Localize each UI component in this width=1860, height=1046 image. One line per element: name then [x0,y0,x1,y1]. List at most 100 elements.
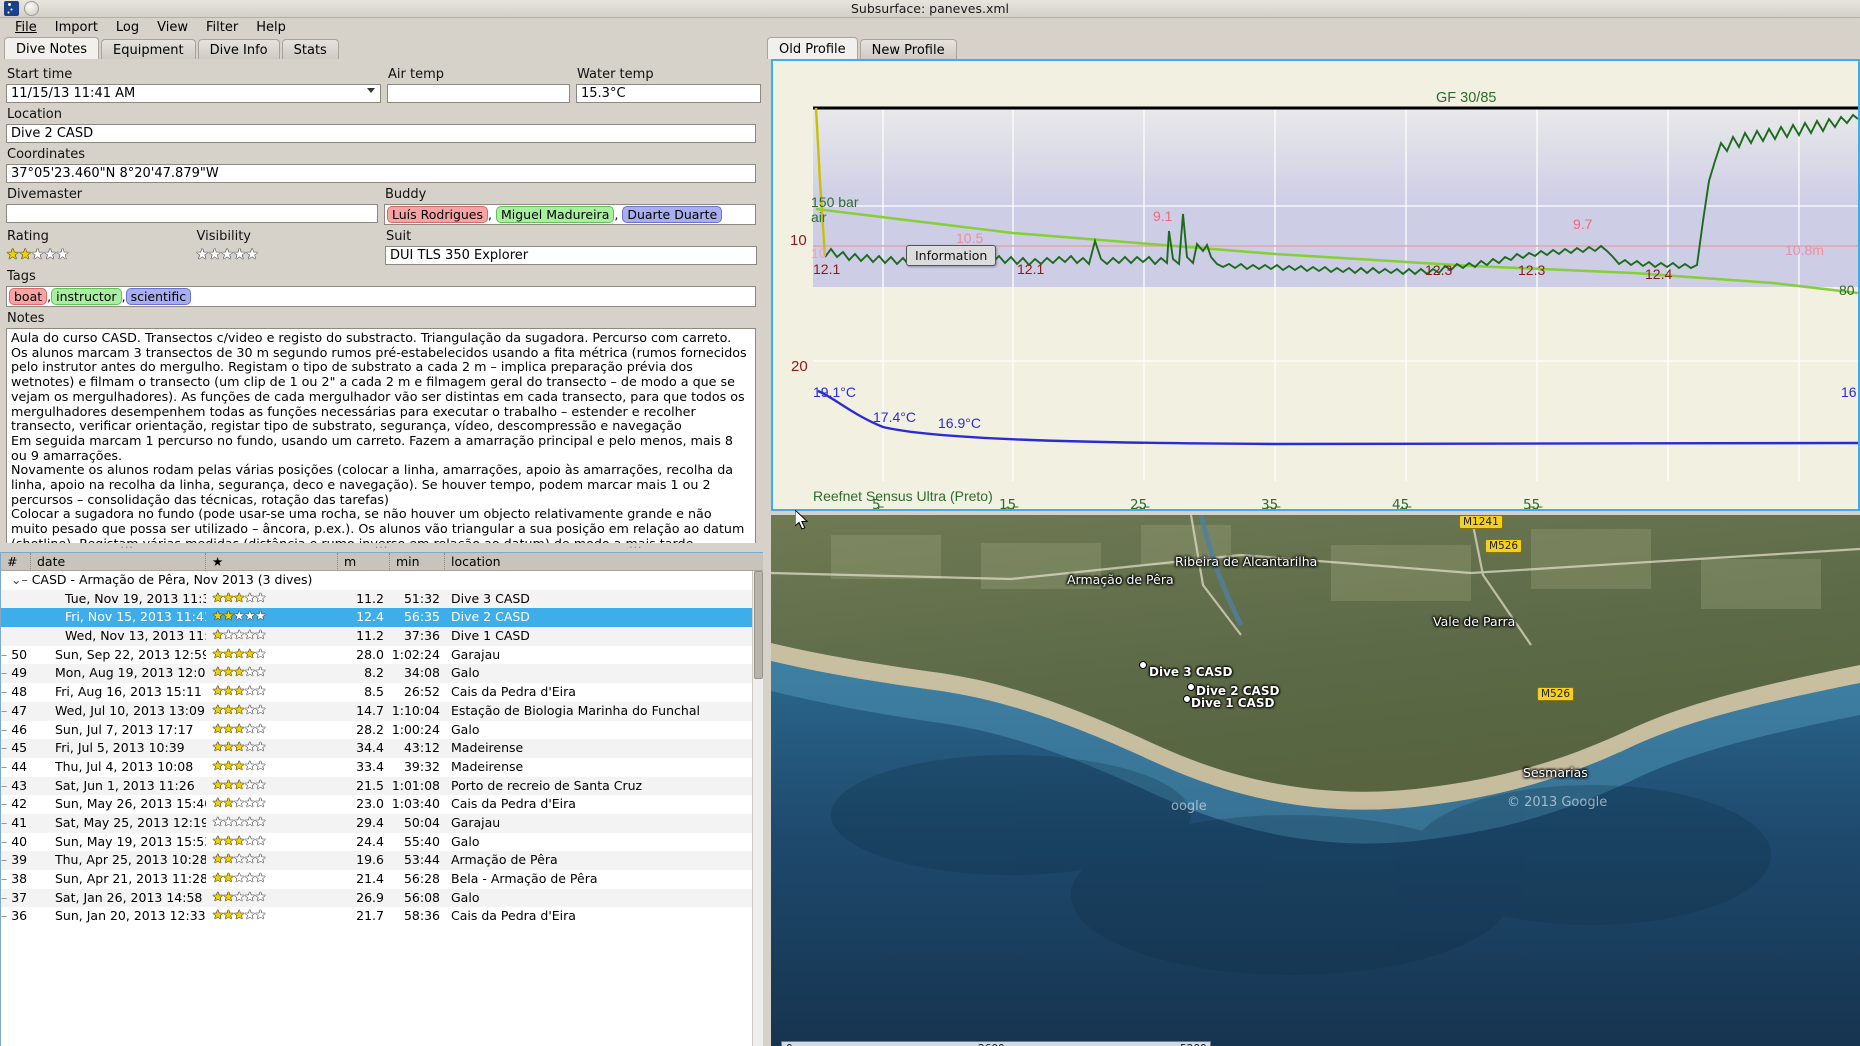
star-icon[interactable]: ★ [233,758,245,774]
information-tooltip[interactable]: Information [906,245,997,266]
buddy-chip[interactable]: Miguel Madureira [495,206,615,223]
table-row[interactable]: – 45 Fri, Jul 5, 2013 10:39 ★★★★★ 34.4 43:12… [1,739,763,758]
table-row[interactable]: – 47 Wed, Jul 10, 2013 13:09 ★★★★★ 14.7 1:10… [1,701,763,721]
tab-new-profile[interactable]: New Profile [859,39,957,59]
menu-import[interactable]: Import [46,19,107,36]
buddy-chip[interactable]: Duarte Duarte [622,206,723,223]
star-icon[interactable]: ★ [222,609,235,625]
star-icon[interactable]: ★ [222,665,235,681]
star-icon[interactable]: ★ [222,702,235,718]
star-icon[interactable]: ★ [233,889,245,905]
table-row[interactable]: – 50 Sun, Sep 22, 2013 12:59 ★★★★★ 28.0 1:02… [1,645,763,665]
menu-view[interactable]: View [148,19,197,36]
star-icon[interactable]: ★ [243,796,256,812]
star-icon[interactable]: ★ [222,871,235,886]
notes-textarea[interactable]: Aula do curso CASD. Transectos c/video e… [6,328,756,552]
star-icon[interactable]: ★ [233,852,245,868]
chevron-down-icon[interactable] [367,88,375,93]
buddy-input[interactable]: Luís Rodrigues, Miguel Madureira, Duarte… [384,204,756,225]
star-icon[interactable]: ★ [212,871,224,886]
star-icon[interactable]: ★ [222,740,235,756]
star-icon[interactable]: ★ [212,628,224,644]
dive-profile-chart[interactable]: GF 30/85 150 bar air 10 20 10 10.5 9.1 9… [771,59,1860,511]
cell-rating[interactable]: ★★★★★ [206,664,338,683]
suit-input[interactable]: DUI TLS 350 Explorer [385,246,757,265]
cell-rating[interactable]: ★★★★★ [206,814,338,833]
star-icon[interactable]: ★ [254,702,267,718]
water-temp-input[interactable]: 15.3°C [576,84,761,103]
star-icon[interactable]: ★ [243,702,256,718]
star-icon[interactable]: ★ [254,684,267,700]
star-icon[interactable]: ★ [254,871,267,886]
star-icon[interactable]: ★ [254,721,267,737]
star-icon[interactable]: ★ [233,609,245,625]
tab-dive-notes[interactable]: Dive Notes [4,37,99,59]
map-dive-marker-1[interactable]: Dive 1 CASD [1191,696,1275,710]
star-icon[interactable]: ★ [212,646,224,662]
star-icon[interactable]: ★ [243,684,256,700]
table-row[interactable]: – 42 Sun, May 26, 2013 15:40 ★★★★★ 23.0 1:03… [1,795,763,814]
star-icon[interactable]: ★ [254,590,267,606]
table-row[interactable]: – 44 Thu, Jul 4, 2013 10:08 ★★★★★ 33.4 39:32… [1,757,763,777]
cell-rating[interactable]: ★★★★★ [206,795,338,814]
table-row[interactable]: – 38 Sun, Apr 21, 2013 11:28 ★★★★★ 21.4 56:2… [1,870,763,889]
air-temp-input[interactable] [387,84,570,103]
table-row[interactable]: – 40 Sun, May 19, 2013 15:53 ★★★★★ 24.4 55:4… [1,832,763,852]
star-icon[interactable]: ★ [254,852,267,868]
star-icon[interactable]: ★ [254,628,267,644]
star-icon[interactable]: ★ [212,740,224,756]
star-icon[interactable]: ★ [233,590,245,606]
star-icon[interactable]: ★ [254,758,267,774]
star-icon[interactable]: ★ [243,777,256,793]
table-row[interactable]: Tue, Nov 19, 2013 11:39 ★★★★★ 11.2 51:32 Div… [1,589,763,609]
dive-map[interactable]: Ribeira de Alcantarilha Armação de Pêra … [771,515,1860,1046]
buddy-chip[interactable]: Luís Rodrigues [387,206,489,223]
menu-filter[interactable]: Filter [197,19,247,36]
star-icon[interactable]: ★ [243,889,256,905]
menu-file[interactable]: File [6,19,46,36]
star-icon[interactable]: ★ [6,245,19,263]
column-header-number[interactable]: # [1,552,31,571]
star-icon[interactable]: ★ [254,796,267,812]
road-badge[interactable]: M526 [1485,539,1523,553]
star-icon[interactable]: ★ [254,814,267,830]
tag-chip[interactable]: scientific [125,288,192,305]
tab-old-profile[interactable]: Old Profile [767,37,858,59]
window-menu-icon[interactable] [24,1,39,16]
star-icon[interactable]: ★ [222,646,235,662]
star-icon[interactable]: ★ [207,245,221,263]
star-icon[interactable]: ★ [212,758,224,774]
star-icon[interactable]: ★ [222,889,235,905]
star-icon[interactable]: ★ [212,908,224,924]
dive-list[interactable]: # date ★ m min location ⌄– CASD - Armaçã… [0,552,763,1046]
tab-dive-info[interactable]: Dive Info [197,39,280,59]
star-icon[interactable]: ★ [243,758,256,774]
star-icon[interactable]: ★ [222,796,235,812]
expand-collapse-icon[interactable]: ⌄– [11,572,32,587]
star-icon[interactable]: ★ [233,721,245,737]
star-icon[interactable]: ★ [254,889,267,905]
map-dive-marker-3[interactable]: Dive 3 CASD [1149,665,1233,679]
star-icon[interactable]: ★ [212,777,224,793]
star-icon[interactable]: ★ [254,665,267,681]
star-icon[interactable]: ★ [254,833,267,849]
dive-list-rows[interactable]: ⌄– CASD - Armação de Pêra, Nov 2013 (3 d… [1,571,763,1046]
star-icon[interactable]: ★ [233,702,245,718]
column-header-location[interactable]: location [451,553,501,569]
star-icon[interactable]: ★ [243,908,256,924]
star-icon[interactable]: ★ [243,628,256,644]
divemaster-input[interactable] [6,204,378,223]
tags-input[interactable]: boat, instructor, scientific [6,286,756,307]
star-icon[interactable]: ★ [245,245,258,263]
star-icon[interactable]: ★ [254,908,267,924]
star-icon[interactable]: ★ [212,833,224,849]
tab-equipment[interactable]: Equipment [101,39,196,59]
cell-rating[interactable]: ★★★★★ [206,590,338,609]
star-icon[interactable]: ★ [233,684,245,700]
visibility-stars[interactable]: ★★★★★ [196,246,380,262]
star-icon[interactable]: ★ [243,665,256,681]
star-icon[interactable]: ★ [212,814,224,830]
star-icon[interactable]: ★ [212,702,224,718]
table-row[interactable]: Fri, Nov 15, 2013 11:41 ★★★★★ 12.4 56:35 Div… [1,608,763,628]
table-row[interactable]: – 43 Sat, Jun 1, 2013 11:26 ★★★★★ 21.5 1:01:… [1,776,763,796]
